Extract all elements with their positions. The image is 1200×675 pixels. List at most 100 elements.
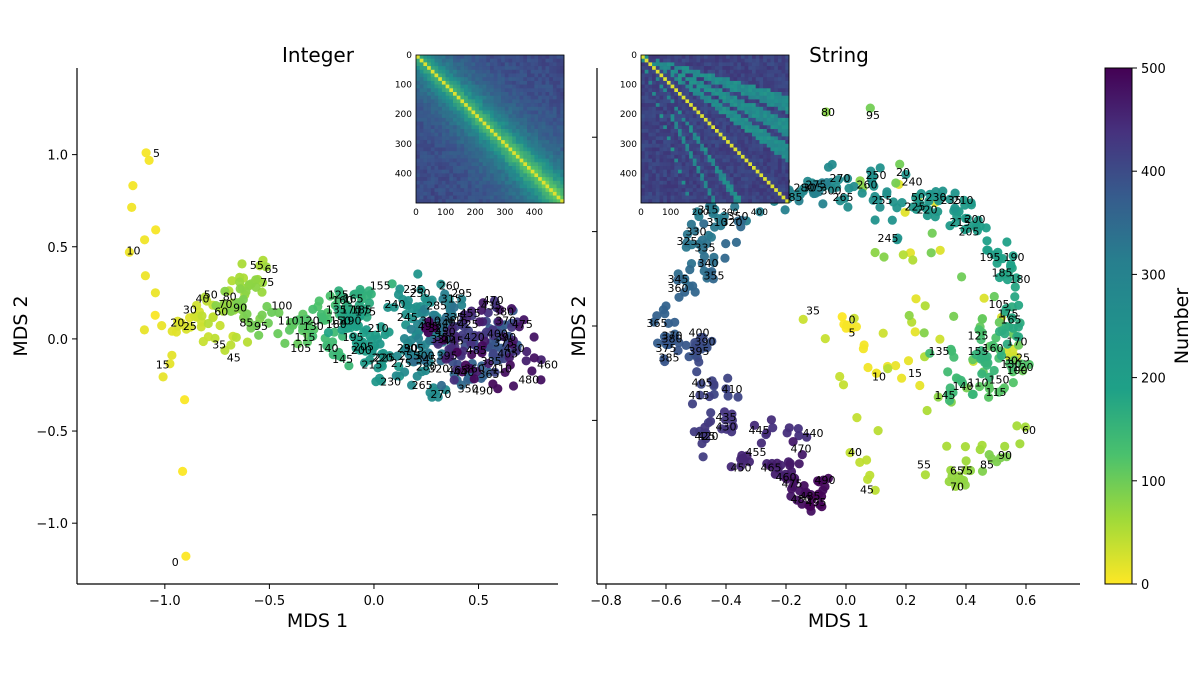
scatter-point	[696, 379, 706, 389]
inset-cell	[711, 191, 716, 196]
inset-cell	[445, 188, 450, 193]
inset-cell	[497, 195, 502, 200]
inset-cell	[549, 62, 554, 67]
inset-cell	[774, 140, 779, 145]
scatter-point	[862, 455, 872, 465]
inset-cell	[527, 188, 531, 193]
inset-cell	[781, 154, 786, 159]
colorbar-tick-label: 100	[1141, 475, 1166, 490]
inset-cell	[430, 73, 435, 78]
inset-cell	[648, 169, 653, 174]
inset-cell	[515, 58, 520, 63]
inset-cell	[674, 177, 679, 182]
point-label: 215	[361, 359, 382, 372]
inset-cell	[770, 188, 775, 193]
point-label: 480	[791, 493, 812, 506]
inset-cell	[748, 188, 753, 193]
inset-cell	[692, 140, 697, 145]
inset-cell	[475, 177, 480, 182]
scatter-point	[407, 380, 417, 390]
inset-cell	[434, 188, 439, 193]
scatter-point	[273, 329, 283, 339]
point-label: 120	[1013, 361, 1034, 374]
inset-cell	[486, 199, 491, 204]
inset-cell	[456, 84, 461, 89]
inset-cell	[515, 188, 520, 193]
inset-cell	[722, 121, 727, 126]
inset-cell	[748, 103, 753, 108]
inset-cell	[467, 143, 472, 148]
inset-cell	[759, 84, 764, 89]
scatter-point	[1010, 282, 1020, 292]
inset-cell	[696, 66, 701, 71]
inset-cell	[530, 129, 535, 133]
inset-cell	[453, 166, 457, 170]
inset-cell	[770, 80, 775, 85]
inset-cell	[475, 136, 480, 141]
scatter-point	[364, 286, 374, 296]
inset-cell	[486, 166, 491, 170]
inset-cell	[497, 188, 502, 193]
inset-cell	[530, 199, 535, 204]
inset-cell	[785, 106, 790, 111]
point-label: 265	[412, 379, 433, 392]
inset-cell	[497, 162, 502, 167]
inset-cell	[552, 77, 557, 82]
scatter-point	[875, 202, 885, 212]
inset-cell	[504, 110, 509, 115]
inset-cell	[740, 195, 745, 200]
inset-cell	[456, 136, 461, 141]
inset-cell	[655, 77, 660, 82]
inset-cell	[552, 158, 557, 163]
inset-cell	[644, 132, 649, 137]
point-label: 425	[695, 430, 716, 443]
inset-cell	[519, 158, 524, 163]
inset-cell	[449, 88, 454, 93]
scatter-point	[700, 422, 710, 432]
inset-cell	[674, 88, 679, 93]
inset-cell	[515, 92, 520, 96]
inset-cell	[419, 162, 424, 167]
scatter-point	[477, 341, 487, 351]
inset-cell	[748, 158, 753, 163]
scatter-point	[488, 325, 498, 335]
inset-cell	[759, 103, 764, 108]
inset-cell	[663, 173, 668, 178]
inset-cell	[711, 62, 716, 67]
inset-cell	[666, 99, 671, 104]
inset-cell	[678, 129, 682, 133]
inset-cell	[467, 132, 472, 137]
scatter-point	[687, 399, 698, 409]
inset-cell	[490, 103, 494, 108]
inset-cell	[685, 184, 690, 189]
inset-cell	[478, 169, 483, 174]
inset-cell	[449, 169, 454, 174]
inset-cell	[552, 95, 557, 100]
point-label: 420	[698, 430, 719, 443]
inset-cell	[770, 73, 775, 78]
inset-cell	[740, 184, 745, 189]
inset-cell	[501, 132, 506, 137]
inset-cell	[729, 125, 734, 130]
point-label: 380	[493, 305, 514, 318]
inset-cell	[744, 125, 749, 130]
inset-cell	[508, 143, 513, 148]
inset-cell	[486, 191, 491, 196]
inset-cell	[493, 103, 498, 108]
inset-cell	[703, 103, 708, 108]
inset-cell	[770, 199, 775, 204]
inset-cell	[659, 162, 664, 167]
inset-cell	[530, 121, 535, 126]
inset-cell	[560, 154, 565, 159]
inset-cell	[530, 117, 535, 122]
inset-cell	[689, 58, 694, 63]
point-label: 270	[430, 388, 451, 401]
inset-cell	[755, 110, 760, 115]
scatter-point	[851, 322, 862, 332]
inset-cell	[752, 66, 756, 71]
scatter-point	[920, 301, 930, 311]
scatter-point	[220, 286, 230, 296]
inset-cell	[538, 84, 543, 89]
point-label: 25	[1016, 352, 1030, 365]
